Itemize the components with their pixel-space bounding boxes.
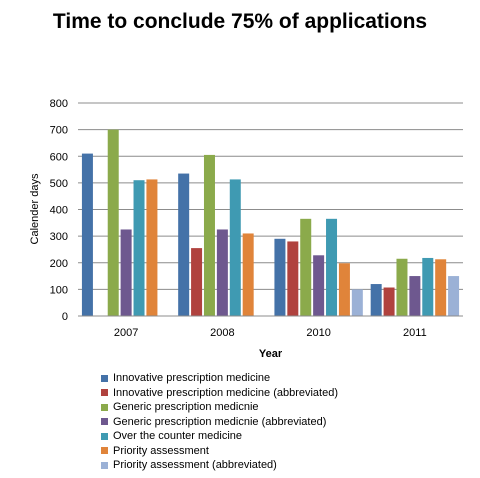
bars — [81, 129, 460, 316]
bar — [396, 258, 408, 316]
bar — [229, 179, 241, 316]
legend-label: Innovative prescription medicine (abbrev… — [113, 386, 339, 399]
legend-item: Priority assessment (abbreviated) — [101, 458, 338, 473]
bar — [81, 153, 93, 316]
legend-label: Innovative prescription medicine — [113, 372, 271, 385]
legend-swatch — [101, 418, 108, 426]
legend-item: Priority assessment — [101, 444, 338, 459]
legend-swatch — [101, 432, 108, 440]
legend-swatch — [101, 389, 108, 397]
bar — [107, 129, 119, 316]
y-tick-label: 200 — [50, 258, 68, 270]
legend-item: Innovative prescription medicine — [101, 371, 338, 386]
legend-swatch — [101, 374, 108, 382]
bar — [133, 180, 145, 316]
x-tick-label: 2007 — [114, 327, 138, 339]
bar — [287, 241, 299, 316]
bar — [383, 287, 395, 316]
bar — [351, 289, 363, 316]
legend-item: Generic prescription medicnie — [101, 400, 338, 415]
y-tick-label: 0 — [62, 311, 68, 323]
legend: Innovative prescription medicine Innovati… — [101, 371, 338, 473]
bar — [422, 257, 434, 316]
y-tick-label: 100 — [50, 284, 68, 296]
x-tick-label: 2011 — [403, 327, 427, 339]
legend-label: Priority assessment — [113, 444, 209, 457]
legend-label: Over the counter medicine — [113, 430, 243, 443]
bar — [120, 229, 132, 316]
y-tick-label: 300 — [50, 231, 68, 243]
y-tick-label: 800 — [50, 98, 68, 110]
bar — [409, 276, 421, 316]
legend-item: Innovative prescription medicine (abbrev… — [101, 386, 338, 401]
bar — [242, 233, 254, 316]
chart-title: Time to conclude 75% of applications — [52, 10, 428, 33]
y-tick-label: 700 — [50, 125, 68, 137]
legend-label: Generic prescription medicnie (abbreviat… — [113, 415, 327, 428]
legend-label: Priority assessment (abbreviated) — [113, 459, 277, 472]
bar — [326, 218, 338, 316]
legend-swatch — [101, 447, 108, 455]
y-axis-ticks: 0 100 200 300 400 500 600 700 800 — [50, 98, 68, 323]
bar — [178, 173, 190, 316]
bar — [146, 179, 158, 316]
bar — [370, 284, 382, 316]
bar — [274, 238, 286, 316]
y-tick-label: 500 — [50, 178, 68, 190]
x-axis-title: Year — [259, 348, 283, 360]
bar — [216, 229, 228, 316]
bar — [191, 248, 203, 316]
legend-label: Generic prescription medicnie — [113, 401, 259, 414]
bar — [435, 259, 447, 316]
y-tick-label: 600 — [50, 151, 68, 163]
bar — [448, 276, 460, 316]
y-tick-label: 400 — [50, 205, 68, 217]
x-tick-label: 2010 — [306, 327, 330, 339]
legend-swatch — [101, 461, 108, 469]
legend-item: Over the counter medicine — [101, 429, 338, 444]
y-axis-title: Calender days — [29, 173, 41, 244]
x-tick-label: 2008 — [210, 327, 234, 339]
legend-swatch — [101, 403, 108, 411]
bar — [300, 218, 312, 316]
x-axis-ticks: 2007 2008 2010 2011 — [114, 327, 427, 339]
bar — [338, 263, 350, 316]
legend-item: Generic prescription medicnie (abbreviat… — [101, 415, 338, 430]
bar — [313, 255, 325, 316]
gridlines — [78, 102, 463, 290]
bar — [203, 154, 215, 316]
